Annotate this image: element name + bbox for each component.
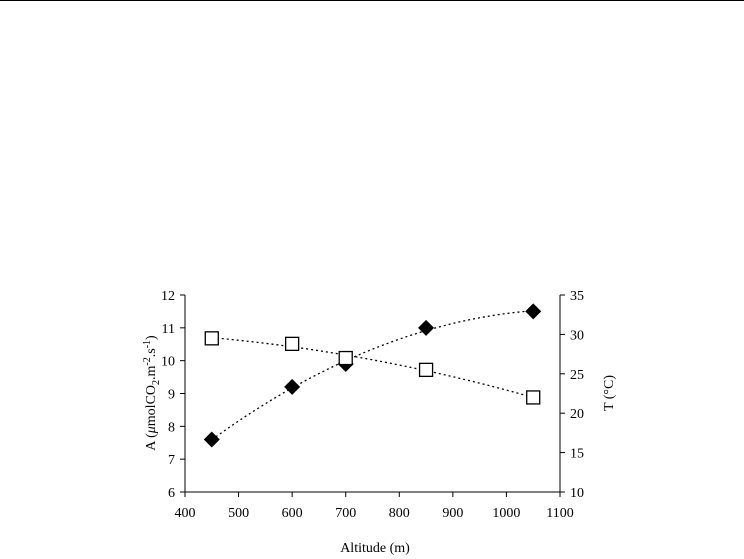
y-left-tick-label: 8 — [168, 420, 175, 435]
square-marker — [204, 331, 219, 346]
x-tick-label: 1000 — [492, 506, 520, 521]
y-right-tick-label: 10 — [570, 486, 584, 501]
diamond-marker — [284, 378, 301, 395]
square-marker — [338, 350, 353, 366]
x-tick-label: 1100 — [546, 506, 573, 521]
y-left-tick-label: 12 — [161, 289, 175, 304]
trendlines — [211, 310, 534, 441]
y-left-tick-label: 7 — [168, 453, 175, 468]
y-right-tick-label: 20 — [570, 407, 584, 422]
x-tick-label: 900 — [442, 506, 463, 521]
y-left-tick-label: 10 — [161, 355, 175, 370]
y-right-tick-label: 35 — [570, 289, 584, 304]
square-marker — [526, 390, 541, 405]
y-right-tick-label: 15 — [570, 447, 584, 462]
x-tick-label: 500 — [228, 506, 249, 521]
diamond-marker — [525, 303, 542, 320]
y-left-tick-label: 11 — [162, 322, 175, 337]
y-left-tick-label: 9 — [168, 388, 175, 403]
y-right-tick-label: 30 — [570, 328, 584, 343]
top-border-rule — [0, 0, 744, 1]
x-tick-label: 600 — [282, 506, 303, 521]
square-marker — [418, 362, 434, 378]
diamond-marker — [418, 319, 435, 336]
square-marker — [284, 336, 300, 352]
y-axis-right-title: T (°C) — [602, 375, 617, 411]
diamond-marker — [203, 431, 220, 448]
y-left-tick-label: 6 — [168, 486, 175, 501]
y-right-tick-label: 25 — [570, 368, 584, 383]
x-tick-label: 400 — [175, 506, 196, 521]
trendline-series-2 — [211, 336, 534, 399]
y-axis-left-title: A (μmolCO2.m-2.s-1) — [142, 335, 162, 451]
axes — [180, 294, 565, 497]
data-markers — [203, 303, 542, 448]
trendline-series-1 — [211, 310, 534, 441]
x-tick-label: 700 — [335, 506, 356, 521]
x-tick-label: 800 — [389, 506, 410, 521]
x-axis-title: Altitude (m) — [340, 541, 410, 556]
tick-labels: 400 500 600 700 800 900 1000 1100 6 7 8 9 10 11 12 10 15… — [161, 289, 584, 521]
